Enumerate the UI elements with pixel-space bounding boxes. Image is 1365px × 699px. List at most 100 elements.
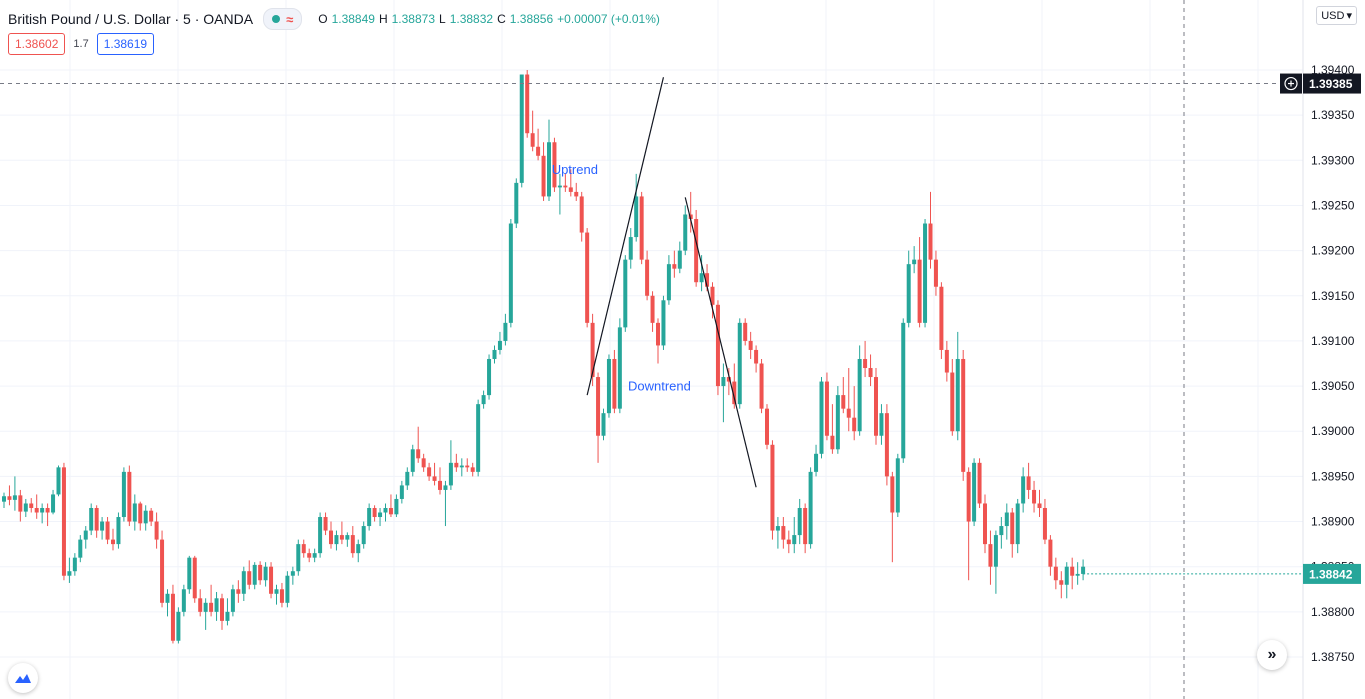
spread-value: 1.7 (73, 38, 89, 50)
candle-body (519, 74, 524, 183)
candle-body (863, 358, 868, 369)
last-price-label-bg (1303, 563, 1361, 584)
candle-body (23, 503, 28, 512)
candle-body (612, 358, 617, 409)
candle-body (34, 507, 39, 513)
y-tick-label: 1.39150 (1311, 289, 1355, 303)
candle-body (214, 598, 219, 612)
candle-body (895, 458, 900, 513)
candle-body (132, 503, 137, 522)
y-tick-label: 1.39300 (1311, 153, 1355, 167)
candle-body (487, 358, 492, 396)
candle-body (269, 566, 274, 594)
candle-body (547, 142, 551, 197)
candle-body (590, 322, 595, 378)
candle-body (1015, 503, 1020, 545)
candle-body (138, 503, 143, 524)
candle-body (890, 476, 895, 513)
symbol-title[interactable]: British Pound / U.S. Dollar · 5 · OANDA (8, 11, 254, 27)
candle-body (1070, 566, 1075, 576)
candle-body (857, 358, 862, 432)
candle-body (514, 182, 519, 224)
candle-body (1032, 489, 1037, 504)
candle-body (601, 413, 606, 436)
candle-body (263, 566, 268, 581)
last-price-label: 1.38842 (1309, 567, 1353, 581)
candle-body (285, 575, 290, 603)
candle-body (699, 273, 704, 283)
candle-body (378, 512, 383, 518)
candle-body (933, 259, 938, 287)
candle-body (329, 530, 333, 545)
candle-body (187, 557, 192, 590)
candle-body (568, 187, 573, 192)
candle-body (89, 507, 94, 531)
candle-body (536, 146, 541, 156)
candle-body (721, 377, 726, 387)
high-value: 1.38873 (391, 12, 436, 26)
scroll-to-realtime-button[interactable]: » (1257, 640, 1287, 670)
candle-body (40, 507, 45, 513)
candle-body (83, 530, 88, 540)
candle-body (552, 142, 557, 188)
candle-body (399, 485, 404, 499)
candle-body (1081, 566, 1086, 574)
candle-body (67, 571, 72, 576)
candle-body (388, 507, 393, 515)
candle-body (416, 449, 421, 459)
candle-body (923, 223, 928, 323)
candle-body (149, 510, 154, 522)
candle-body (454, 462, 459, 468)
candle-body (230, 589, 235, 612)
candle-body (241, 571, 246, 594)
currency-selector[interactable]: USD ▾ (1316, 6, 1357, 25)
candle-body (541, 155, 546, 197)
candle-body (748, 340, 753, 350)
candle-body (672, 264, 677, 269)
candle-body (372, 507, 377, 518)
candle-body (100, 521, 105, 531)
data-wave-icon: ≈ (286, 11, 294, 27)
downtrend-label: Downtrend (628, 379, 691, 394)
candle-body (1021, 476, 1026, 504)
buy-button[interactable]: 1.38619 (96, 33, 155, 55)
open-value: 1.38849 (331, 12, 375, 26)
candle-body (220, 598, 224, 621)
candle-body (841, 395, 846, 409)
y-tick-label: 1.39000 (1311, 424, 1355, 438)
candle-body (497, 340, 502, 350)
candle-body (765, 408, 769, 445)
candle-body (1053, 566, 1058, 581)
candle-body (405, 471, 410, 486)
candle-body (56, 467, 61, 495)
candle-body (1075, 573, 1080, 576)
candle-body (307, 553, 312, 558)
candle-body (198, 598, 203, 612)
sell-button[interactable]: 1.38602 (8, 33, 66, 55)
candle-body (143, 510, 148, 524)
candle-body (345, 535, 350, 540)
candle-body (824, 381, 829, 436)
candle-body (983, 503, 987, 545)
candle-body (1026, 476, 1031, 490)
candle-body (694, 219, 699, 283)
candle-body (852, 417, 857, 432)
candle-body (301, 544, 306, 554)
candle-body (394, 498, 399, 515)
candle-body (988, 544, 993, 567)
candle-body (94, 507, 99, 531)
market-status-pill[interactable]: ≈ (263, 8, 303, 30)
candle-body (656, 322, 660, 346)
candle-body (792, 535, 797, 545)
y-tick-label: 1.39400 (1311, 63, 1355, 77)
candle-body (645, 259, 650, 296)
candle-body (939, 286, 944, 350)
tradingview-logo-button[interactable] (8, 663, 38, 693)
chevron-down-icon: ▾ (1346, 10, 1352, 22)
candle-body (955, 358, 960, 432)
candle-body (154, 521, 159, 540)
candle-body (705, 273, 710, 287)
candle-body (579, 196, 584, 233)
